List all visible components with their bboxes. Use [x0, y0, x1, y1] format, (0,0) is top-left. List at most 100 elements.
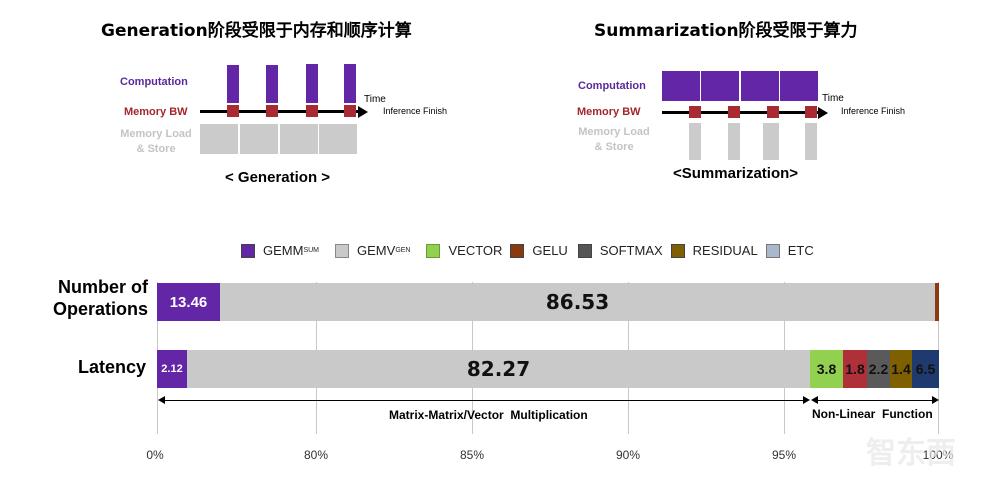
bar-latency-etc-value: 6.5 [915, 361, 936, 377]
legend-swatch-etc [765, 243, 780, 258]
legend-swatch-softmax [577, 243, 592, 258]
row-label-operations: Number of Operations [30, 276, 148, 320]
gen-compute-block-3 [306, 64, 318, 103]
gen-time-label: Time [364, 94, 386, 105]
bar-latency-gelu-value: 1.8 [845, 361, 865, 377]
bracket-matrix-label: Matrix-Matrix/Vector Multiplication [389, 408, 588, 422]
bar-latency-gemm-value: 2.12 [161, 363, 183, 375]
tick-100: 100% [922, 448, 954, 462]
row-label-operations-line2: Operations [52, 299, 148, 319]
legend-item-etc: ETC [765, 243, 814, 258]
bar-latency-residual-value: 1.4 [891, 361, 911, 377]
legend-item-vector: VECTOR [426, 243, 502, 258]
legend-label-etc: ETC [787, 243, 814, 258]
bar-operations: 13.46 86.53 [157, 283, 939, 321]
bar-latency-vector-value: 3.8 [816, 361, 837, 377]
bar-latency-gelu: 1.8 [843, 350, 867, 388]
legend-swatch-gemv [335, 243, 350, 258]
legend-sub-gemv: GEN [395, 247, 411, 254]
sum-compute-block-2 [701, 71, 739, 101]
bracket-right-end-arrow-icon [932, 396, 939, 404]
bar-operations-gemv-value: 86.53 [545, 290, 610, 314]
gen-computation-label: Computation [120, 76, 188, 88]
tick-0: 0% [146, 448, 164, 462]
sum-time-label: Time [822, 93, 844, 104]
gen-load-block-4 [319, 124, 357, 154]
sum-memory-bw-label: Memory BW [577, 106, 641, 118]
gen-timeline-arrow-icon [358, 106, 368, 118]
legend-swatch-gemm [241, 243, 255, 258]
bar-operations-gemv: 86.53 [220, 283, 935, 321]
bar-latency: 2.12 82.27 3.8 1.8 2.2 1.4 6.5 [157, 350, 939, 388]
legend-label-softmax: SOFTMAX [599, 243, 663, 258]
gen-memory-block-2 [266, 105, 278, 117]
bracket-right-start-arrow-icon [811, 396, 818, 404]
gen-load-block-1 [200, 124, 238, 154]
gen-load-block-2 [240, 124, 278, 154]
gen-memory-block-1 [227, 105, 239, 117]
bar-latency-etc: 6.5 [912, 350, 939, 388]
bar-latency-softmax: 2.2 [867, 350, 890, 388]
bar-latency-gemm: 2.12 [157, 350, 187, 388]
bar-operations-gelu [935, 283, 939, 321]
gen-compute-block-4 [344, 64, 356, 103]
bracket-left-end-arrow-icon [803, 396, 810, 404]
gen-caption: < Generation > [225, 169, 331, 186]
sum-memory-block-2 [728, 106, 740, 118]
bar-latency-gemv-value: 82.27 [466, 357, 531, 381]
gen-finish-label: Inference Finish [383, 106, 448, 116]
bracket-nonlinear-label: Non-Linear Function [812, 407, 933, 421]
sum-load-block-2 [728, 123, 740, 160]
sum-memory-block-4 [805, 106, 817, 118]
bar-operations-gemm-value: 13.46 [169, 293, 208, 311]
bar-latency-residual: 1.4 [890, 350, 912, 388]
row-label-operations-line1: Number of [58, 277, 148, 297]
gen-memory-bw-label: Memory BW [124, 106, 188, 118]
legend-swatch-gelu [510, 243, 525, 258]
gen-memory-load-label: Memory Load & Store [118, 127, 194, 157]
legend-sub-gemm: SUM [303, 247, 320, 254]
sum-compute-block-3 [741, 71, 779, 101]
generation-title: Generation阶段受限于内存和顺序计算 [101, 21, 412, 41]
sum-timeline-arrow-icon [818, 107, 828, 119]
sum-caption: <Summarization> [673, 165, 799, 182]
gen-memory-load-line2: & Store [136, 143, 176, 155]
gen-compute-block-1 [227, 65, 239, 103]
bracket-matrix [164, 400, 804, 401]
bar-latency-vector: 3.8 [810, 350, 843, 388]
legend-item-softmax: SOFTMAX [577, 243, 663, 258]
bar-latency-gemv: 82.27 [187, 350, 810, 388]
legend-label-residual: RESIDUAL [692, 243, 758, 258]
chart-legend: GEMM SUM GEMV GEN VECTOR GELU SOFTMAX RESI… [241, 243, 814, 258]
summarization-title: Summarization阶段受限于算力 [594, 21, 858, 41]
gen-memory-load-line1: Memory Load [120, 128, 192, 140]
legend-item-gemm: GEMM SUM [241, 243, 319, 258]
tick-80: 80% [303, 448, 329, 462]
legend-swatch-residual [670, 243, 685, 258]
sum-load-block-1 [689, 123, 701, 160]
bar-latency-softmax-value: 2.2 [868, 361, 889, 377]
legend-label-vector: VECTOR [448, 243, 503, 258]
sum-computation-label: Computation [578, 80, 646, 92]
tick-90: 90% [615, 448, 641, 462]
legend-swatch-vector [426, 243, 441, 258]
legend-label-gemm: GEMM [263, 243, 304, 258]
sum-load-block-3 [763, 123, 779, 160]
sum-timeline-axis [662, 111, 820, 114]
legend-item-gelu: GELU [510, 243, 568, 258]
legend-item-gemv: GEMV GEN [335, 243, 410, 258]
legend-label-gemv: GEMV [357, 243, 396, 258]
watermark-logo: 智东西 [866, 437, 956, 470]
bracket-left-start-arrow-icon [158, 396, 165, 404]
sum-memory-block-1 [689, 106, 701, 118]
gen-memory-block-4 [344, 105, 356, 117]
gen-compute-block-2 [266, 65, 278, 103]
sum-load-block-4 [805, 123, 817, 160]
sum-compute-block-4 [780, 71, 818, 101]
sum-memory-load-label: Memory Load & Store [574, 125, 654, 155]
bar-operations-gemm: 13.46 [157, 283, 220, 321]
sum-compute-block-1 [662, 71, 700, 101]
sum-finish-label: Inference Finish [841, 106, 906, 116]
bracket-nonlinear [817, 400, 933, 401]
tick-85: 85% [459, 448, 485, 462]
